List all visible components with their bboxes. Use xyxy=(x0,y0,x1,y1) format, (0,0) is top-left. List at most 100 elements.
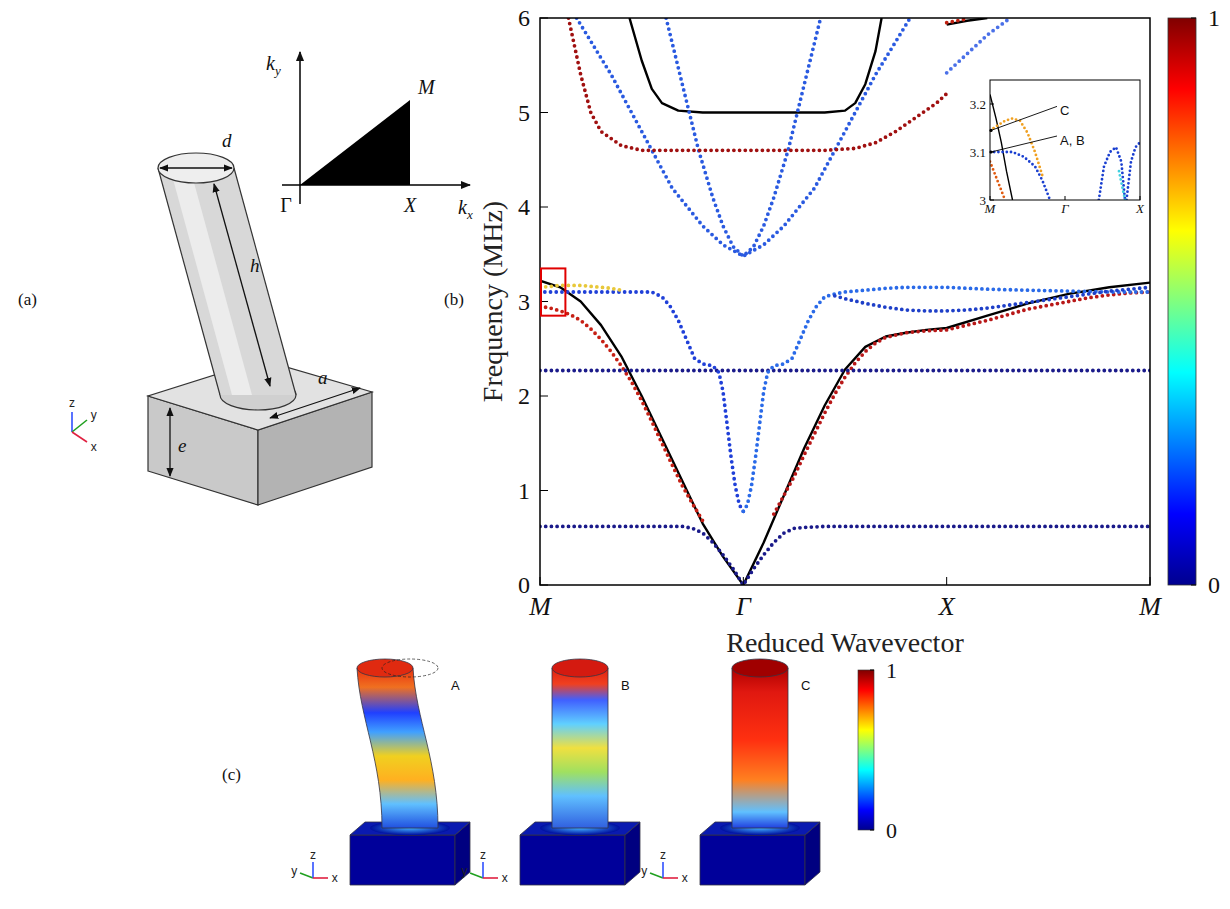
annotation-leader xyxy=(991,136,1057,152)
triad-axis xyxy=(71,412,73,432)
mode-label: C xyxy=(801,678,810,693)
triad-label: x xyxy=(502,871,508,885)
dispersion-branch xyxy=(540,306,703,521)
axis-triad: yz x xyxy=(291,848,338,885)
x-tick xyxy=(1150,577,1151,585)
colorbar xyxy=(1168,18,1196,585)
x-tick-label: X xyxy=(1135,201,1145,216)
wavevector-label: ky xyxy=(266,52,281,78)
y-tick xyxy=(540,112,548,113)
inset-chart: 33.13.2MΓXCA, B xyxy=(970,80,1145,216)
y-tick xyxy=(990,104,994,105)
mode-pillar-top xyxy=(357,659,413,677)
mode-colorbar xyxy=(858,670,874,830)
x-tick xyxy=(1140,196,1141,200)
y-tick-label: 3 xyxy=(518,289,530,315)
wavevector-sub: y xyxy=(273,63,281,78)
triad-label: y xyxy=(291,864,297,878)
mode-pillar xyxy=(357,668,438,828)
dimension-label: a xyxy=(318,367,328,388)
dispersion-branch xyxy=(835,287,1150,311)
figure: 0123456MΓXMReduced WavevectorFrequency (… xyxy=(0,0,1230,909)
dispersion-branch xyxy=(1119,171,1125,200)
dispersion-branch xyxy=(540,292,743,511)
sound-line xyxy=(540,281,1150,585)
mode-pillar-top xyxy=(732,659,788,677)
dispersion-branch xyxy=(540,285,621,290)
x-tick xyxy=(743,577,744,585)
dispersion-branch xyxy=(774,292,1150,514)
triad-axis xyxy=(662,862,664,878)
wavevector-label: kx xyxy=(458,196,473,222)
triad-axis xyxy=(300,873,313,878)
y-tick-label: 1 xyxy=(518,478,530,504)
x-tick-label: M xyxy=(528,592,552,621)
x-tick-label: Γ xyxy=(1060,201,1069,216)
triad-label: y xyxy=(91,408,97,422)
mode-shape: C xyxy=(700,659,820,885)
plot-frame xyxy=(540,18,1150,585)
y-tick xyxy=(540,18,548,19)
annotation-point xyxy=(989,129,992,132)
pillar-edge xyxy=(158,168,220,395)
annotation-label: A, B xyxy=(1060,133,1085,148)
zoom-box xyxy=(541,268,565,315)
axis-triad: yzx xyxy=(461,848,508,885)
triad-axis xyxy=(663,877,678,879)
panel-label: (b) xyxy=(444,290,464,309)
colorbar-tick xyxy=(1191,18,1196,19)
dispersion-branch xyxy=(990,152,1050,200)
mode-colorbar-tick xyxy=(870,670,874,671)
y-tick-label: 4 xyxy=(518,194,530,220)
dispersion-branch xyxy=(743,287,1150,511)
triad-label: z xyxy=(310,848,316,862)
plot-frame xyxy=(990,80,1140,200)
y-tick-label: 3.2 xyxy=(970,97,986,112)
axis-triad: yzx xyxy=(641,848,688,885)
undeformed-outline xyxy=(382,659,438,677)
x-tick xyxy=(946,577,947,585)
mode-shape: A xyxy=(350,659,470,885)
x-axis-title: Reduced Wavevector xyxy=(726,627,964,658)
axis-triad: z y x xyxy=(69,396,97,454)
irreducible-zone xyxy=(300,100,410,185)
pillar-body xyxy=(158,168,296,395)
mode-label: A xyxy=(451,678,460,693)
inset-background xyxy=(990,80,1140,200)
triad-label: z xyxy=(69,396,75,410)
triad-label: x xyxy=(91,440,97,454)
dispersion-branch xyxy=(947,20,1008,73)
x-tick-label: M xyxy=(1138,592,1162,621)
dispersion-branch xyxy=(540,526,1150,585)
unit-cell-schematic: dhea xyxy=(148,130,372,505)
x-tick xyxy=(1065,196,1066,200)
symmetry-point-label: X xyxy=(403,194,417,216)
panel-label: (c) xyxy=(222,765,241,784)
dispersion-branch xyxy=(947,19,967,23)
mode-base-front xyxy=(520,835,625,885)
x-tick-label: M xyxy=(984,201,997,216)
dimension-arrow xyxy=(270,388,360,418)
triad-axis xyxy=(482,862,484,878)
annotation-point xyxy=(989,150,992,153)
x-tick-label: Γ xyxy=(735,592,752,621)
symmetry-point-label: M xyxy=(417,76,436,98)
triad-axis xyxy=(483,877,498,879)
triad-label: y xyxy=(461,864,467,878)
mode-pillar xyxy=(552,668,608,828)
y-axis-title: Frequency (MHz) xyxy=(477,201,508,402)
colorbar-tick-label: 0 xyxy=(1208,572,1220,598)
brillouin-zone: kxkyΓXM xyxy=(266,52,473,222)
plot-area xyxy=(990,94,1140,200)
mode-shape: B xyxy=(520,659,640,885)
y-tick xyxy=(540,207,548,208)
pillar-top xyxy=(158,153,234,183)
colorbar-tick xyxy=(1191,585,1196,586)
dispersion-branch xyxy=(540,369,1150,373)
dispersion-branch xyxy=(666,18,821,256)
dimension-arrow xyxy=(160,167,232,168)
annotation-leader xyxy=(991,106,1057,130)
triad-label: x xyxy=(332,871,338,885)
triad-label: y xyxy=(641,864,647,878)
mode-pillar xyxy=(732,668,788,828)
